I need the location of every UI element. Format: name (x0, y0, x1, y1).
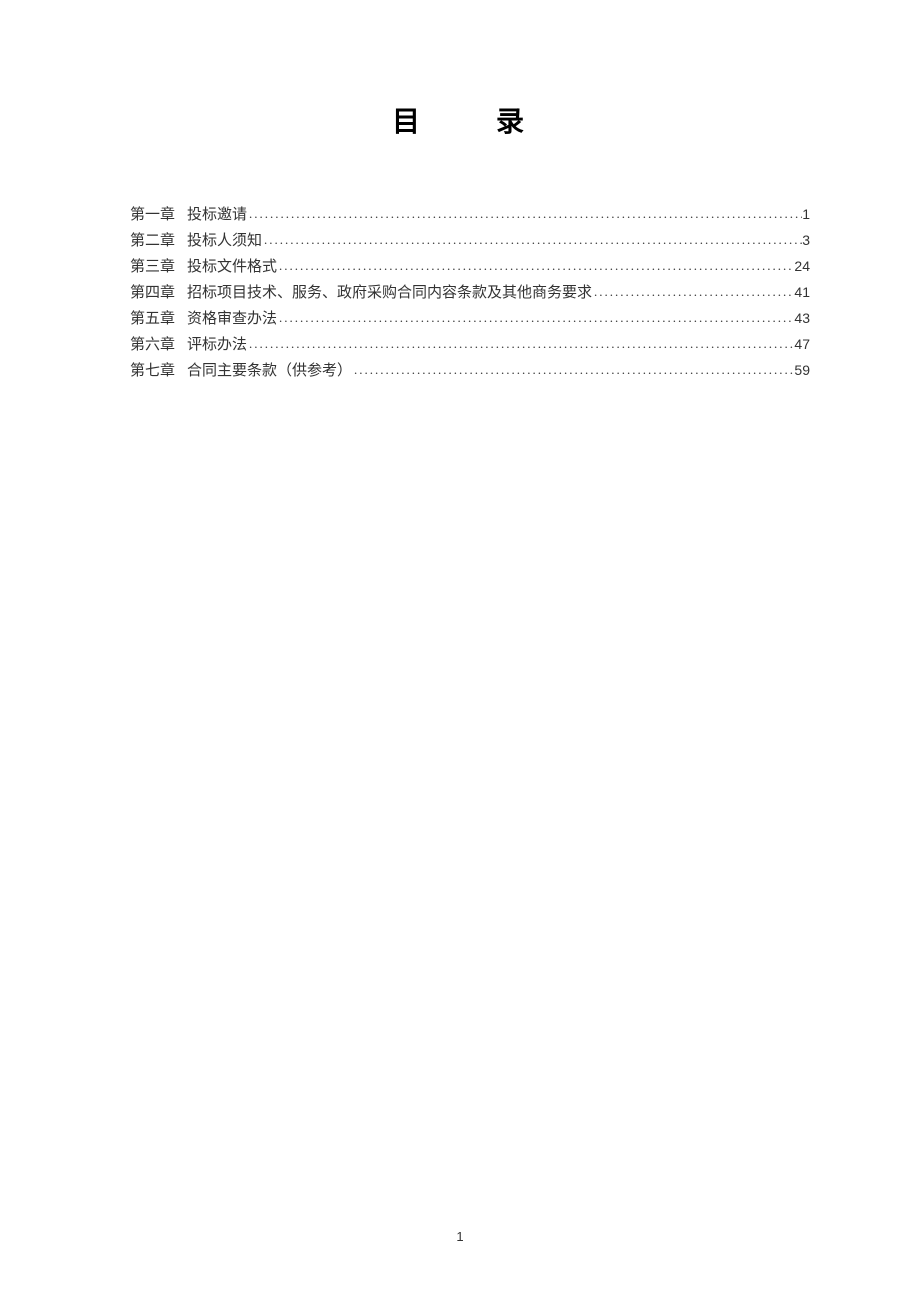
toc-list: 第一章 投标邀请 1 第二章 投标人须知 3 第三章 投标文件格式 24 第四章… (130, 202, 810, 383)
toc-page-number: 41 (794, 280, 810, 304)
toc-title: 目 录 (130, 100, 810, 140)
toc-chapter: 第四章 (130, 281, 175, 305)
toc-chapter: 第三章 (130, 255, 175, 279)
toc-label: 合同主要条款（供参考） (187, 359, 352, 383)
toc-label: 资格审查办法 (187, 307, 277, 331)
toc-entry: 第三章 投标文件格式 24 (130, 254, 810, 279)
toc-page-number: 1 (802, 202, 810, 226)
toc-chapter: 第一章 (130, 203, 175, 227)
toc-entry: 第六章 评标办法 47 (130, 332, 810, 357)
page-content: 目 录 第一章 投标邀请 1 第二章 投标人须知 3 第三章 投标文件格式 24… (0, 0, 920, 383)
toc-entry: 第二章 投标人须知 3 (130, 228, 810, 253)
toc-label: 招标项目技术、服务、政府采购合同内容条款及其他商务要求 (187, 281, 592, 305)
toc-label: 投标人须知 (187, 229, 262, 253)
toc-page-number: 47 (794, 332, 810, 356)
toc-page-number: 59 (794, 358, 810, 382)
toc-chapter: 第二章 (130, 229, 175, 253)
toc-label: 投标文件格式 (187, 255, 277, 279)
toc-entry: 第五章 资格审查办法 43 (130, 306, 810, 331)
toc-entry: 第一章 投标邀请 1 (130, 202, 810, 227)
toc-chapter: 第七章 (130, 359, 175, 383)
footer-page-number: 1 (0, 1229, 920, 1244)
toc-leader-dots (277, 254, 794, 278)
toc-label: 投标邀请 (187, 203, 247, 227)
toc-leader-dots (352, 358, 794, 382)
toc-leader-dots (262, 228, 802, 252)
toc-leader-dots (277, 306, 794, 330)
toc-chapter: 第五章 (130, 307, 175, 331)
toc-leader-dots (592, 280, 794, 304)
toc-entry: 第七章 合同主要条款（供参考） 59 (130, 358, 810, 383)
toc-page-number: 24 (794, 254, 810, 278)
toc-entry: 第四章 招标项目技术、服务、政府采购合同内容条款及其他商务要求 41 (130, 280, 810, 305)
toc-page-number: 43 (794, 306, 810, 330)
toc-chapter: 第六章 (130, 333, 175, 357)
toc-page-number: 3 (802, 228, 810, 252)
toc-leader-dots (247, 332, 794, 356)
toc-label: 评标办法 (187, 333, 247, 357)
toc-leader-dots (247, 202, 802, 226)
